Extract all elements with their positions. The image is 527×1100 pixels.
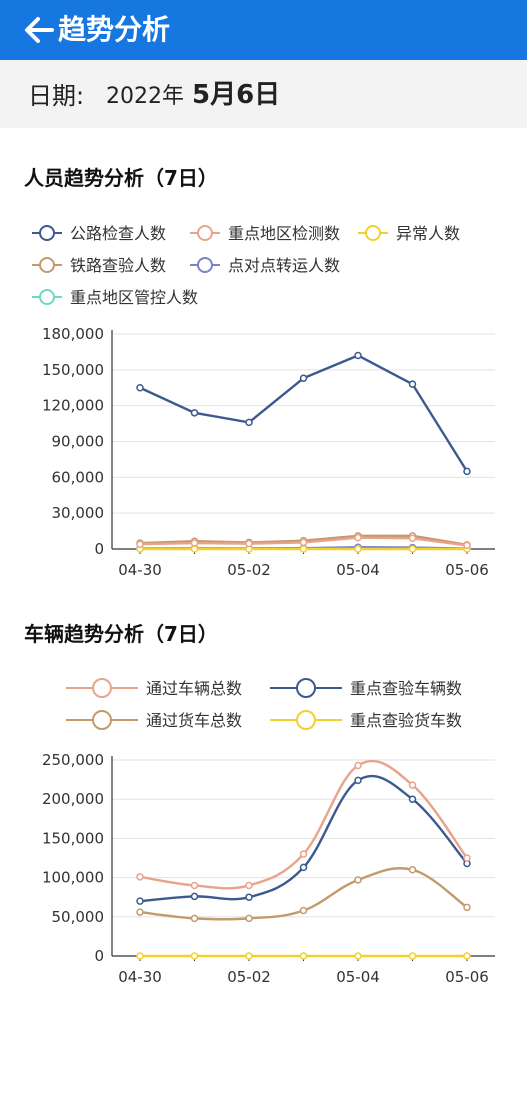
- y-tick-label: 200,000: [42, 790, 104, 808]
- data-point[interactable]: [299, 952, 308, 960]
- data-point[interactable]: [190, 892, 199, 901]
- data-point[interactable]: [299, 374, 308, 382]
- top-bar: 趋势分析: [0, 0, 527, 60]
- data-point[interactable]: [245, 539, 253, 548]
- data-point[interactable]: [299, 545, 308, 553]
- data-point[interactable]: [245, 881, 253, 890]
- legend-item[interactable]: 点对点转运人数: [190, 256, 340, 275]
- data-point[interactable]: [299, 863, 308, 872]
- data-point[interactable]: [408, 952, 417, 960]
- legend-label: 通过车辆总数: [146, 679, 242, 698]
- data-point[interactable]: [190, 881, 199, 890]
- x-tick-label: 04-30: [118, 561, 162, 579]
- data-point[interactable]: [245, 418, 253, 427]
- data-point[interactable]: [245, 914, 253, 923]
- data-point[interactable]: [245, 893, 253, 901]
- legend-label: 铁路查验人数: [70, 256, 166, 275]
- y-tick-label: 90,000: [52, 433, 105, 451]
- y-tick-label: 50,000: [52, 908, 105, 926]
- y-tick-label: 100,000: [42, 869, 104, 887]
- page-title: 趋势分析: [58, 13, 171, 46]
- data-point[interactable]: [190, 914, 199, 923]
- legend-label: 通过货车总数: [146, 711, 242, 730]
- legend-label: 重点地区管控人数: [70, 288, 198, 307]
- y-tick-label: 120,000: [42, 397, 104, 415]
- date-label: 日期:: [28, 82, 85, 110]
- legend-label: 点对点转运人数: [228, 256, 340, 275]
- x-tick-label: 05-04: [336, 561, 380, 579]
- legend-item[interactable]: 异常人数: [358, 224, 460, 243]
- legend-item[interactable]: 重点地区检测数: [190, 224, 340, 243]
- legend-item[interactable]: 重点地区管控人数: [32, 288, 198, 307]
- x-tick-label: 04-30: [118, 968, 162, 986]
- data-point[interactable]: [136, 384, 144, 392]
- data-point[interactable]: [245, 952, 253, 960]
- legend-item[interactable]: 公路检查人数: [32, 224, 166, 243]
- legend-label: 异常人数: [396, 224, 460, 243]
- data-point[interactable]: [136, 540, 144, 548]
- date-year[interactable]: 2022年: [106, 84, 184, 109]
- x-tick-label: 05-02: [227, 968, 271, 986]
- y-tick-label: 150,000: [42, 361, 104, 379]
- data-point[interactable]: [299, 538, 308, 547]
- data-point[interactable]: [463, 467, 471, 476]
- y-tick-label: 250,000: [42, 751, 104, 769]
- date-bar: [0, 60, 527, 128]
- x-tick-label: 05-06: [445, 561, 489, 579]
- data-point[interactable]: [136, 952, 144, 960]
- data-point[interactable]: [136, 873, 144, 881]
- y-tick-label: 60,000: [52, 468, 105, 486]
- back-arrow-icon[interactable]: [22, 13, 56, 47]
- data-point[interactable]: [136, 908, 144, 916]
- data-point[interactable]: [190, 539, 199, 547]
- data-point[interactable]: [190, 409, 199, 417]
- data-point[interactable]: [354, 876, 362, 884]
- legend-item[interactable]: 重点查验车辆数: [270, 678, 462, 698]
- data-point[interactable]: [190, 952, 199, 960]
- data-point[interactable]: [136, 897, 144, 905]
- data-point[interactable]: [408, 534, 417, 542]
- data-point[interactable]: [408, 545, 417, 553]
- x-tick-label: 05-06: [445, 968, 489, 986]
- data-point[interactable]: [408, 380, 417, 388]
- data-point[interactable]: [354, 952, 362, 960]
- chart-title-personnel: 人员趋势分析（7日）: [24, 166, 218, 190]
- date-month-day[interactable]: 5月6日: [192, 80, 281, 110]
- data-point[interactable]: [354, 761, 362, 770]
- data-point[interactable]: [408, 781, 417, 789]
- data-point[interactable]: [354, 351, 362, 360]
- data-point[interactable]: [408, 866, 417, 874]
- data-point[interactable]: [299, 850, 308, 858]
- data-point[interactable]: [299, 906, 308, 915]
- data-point[interactable]: [463, 903, 471, 912]
- x-tick-label: 05-04: [336, 968, 380, 986]
- data-point[interactable]: [463, 952, 471, 960]
- y-tick-label: 30,000: [52, 504, 105, 522]
- data-point[interactable]: [408, 795, 417, 803]
- legend-label: 公路检查人数: [70, 224, 166, 243]
- legend-item[interactable]: 通过货车总数: [66, 710, 242, 730]
- legend-label: 重点地区检测数: [228, 224, 340, 243]
- chart-title-vehicle: 车辆趋势分析（7日）: [24, 622, 218, 646]
- legend-item[interactable]: 铁路查验人数: [32, 256, 166, 275]
- y-tick-label: 180,000: [42, 325, 104, 343]
- legend-label: 重点查验车辆数: [350, 679, 462, 698]
- data-point[interactable]: [463, 854, 471, 862]
- data-point[interactable]: [354, 533, 362, 542]
- legend-label: 重点查验货车数: [350, 711, 462, 730]
- y-tick-label: 0: [94, 540, 104, 558]
- data-point[interactable]: [354, 776, 362, 785]
- legend-item[interactable]: 通过车辆总数: [66, 678, 242, 698]
- y-tick-label: 150,000: [42, 829, 104, 847]
- legend-item[interactable]: 重点查验货车数: [270, 710, 462, 730]
- data-point[interactable]: [463, 541, 471, 550]
- data-point[interactable]: [190, 545, 199, 553]
- y-tick-label: 0: [94, 947, 104, 965]
- data-point[interactable]: [354, 545, 362, 553]
- x-tick-label: 05-02: [227, 561, 271, 579]
- series-line: [139, 354, 469, 472]
